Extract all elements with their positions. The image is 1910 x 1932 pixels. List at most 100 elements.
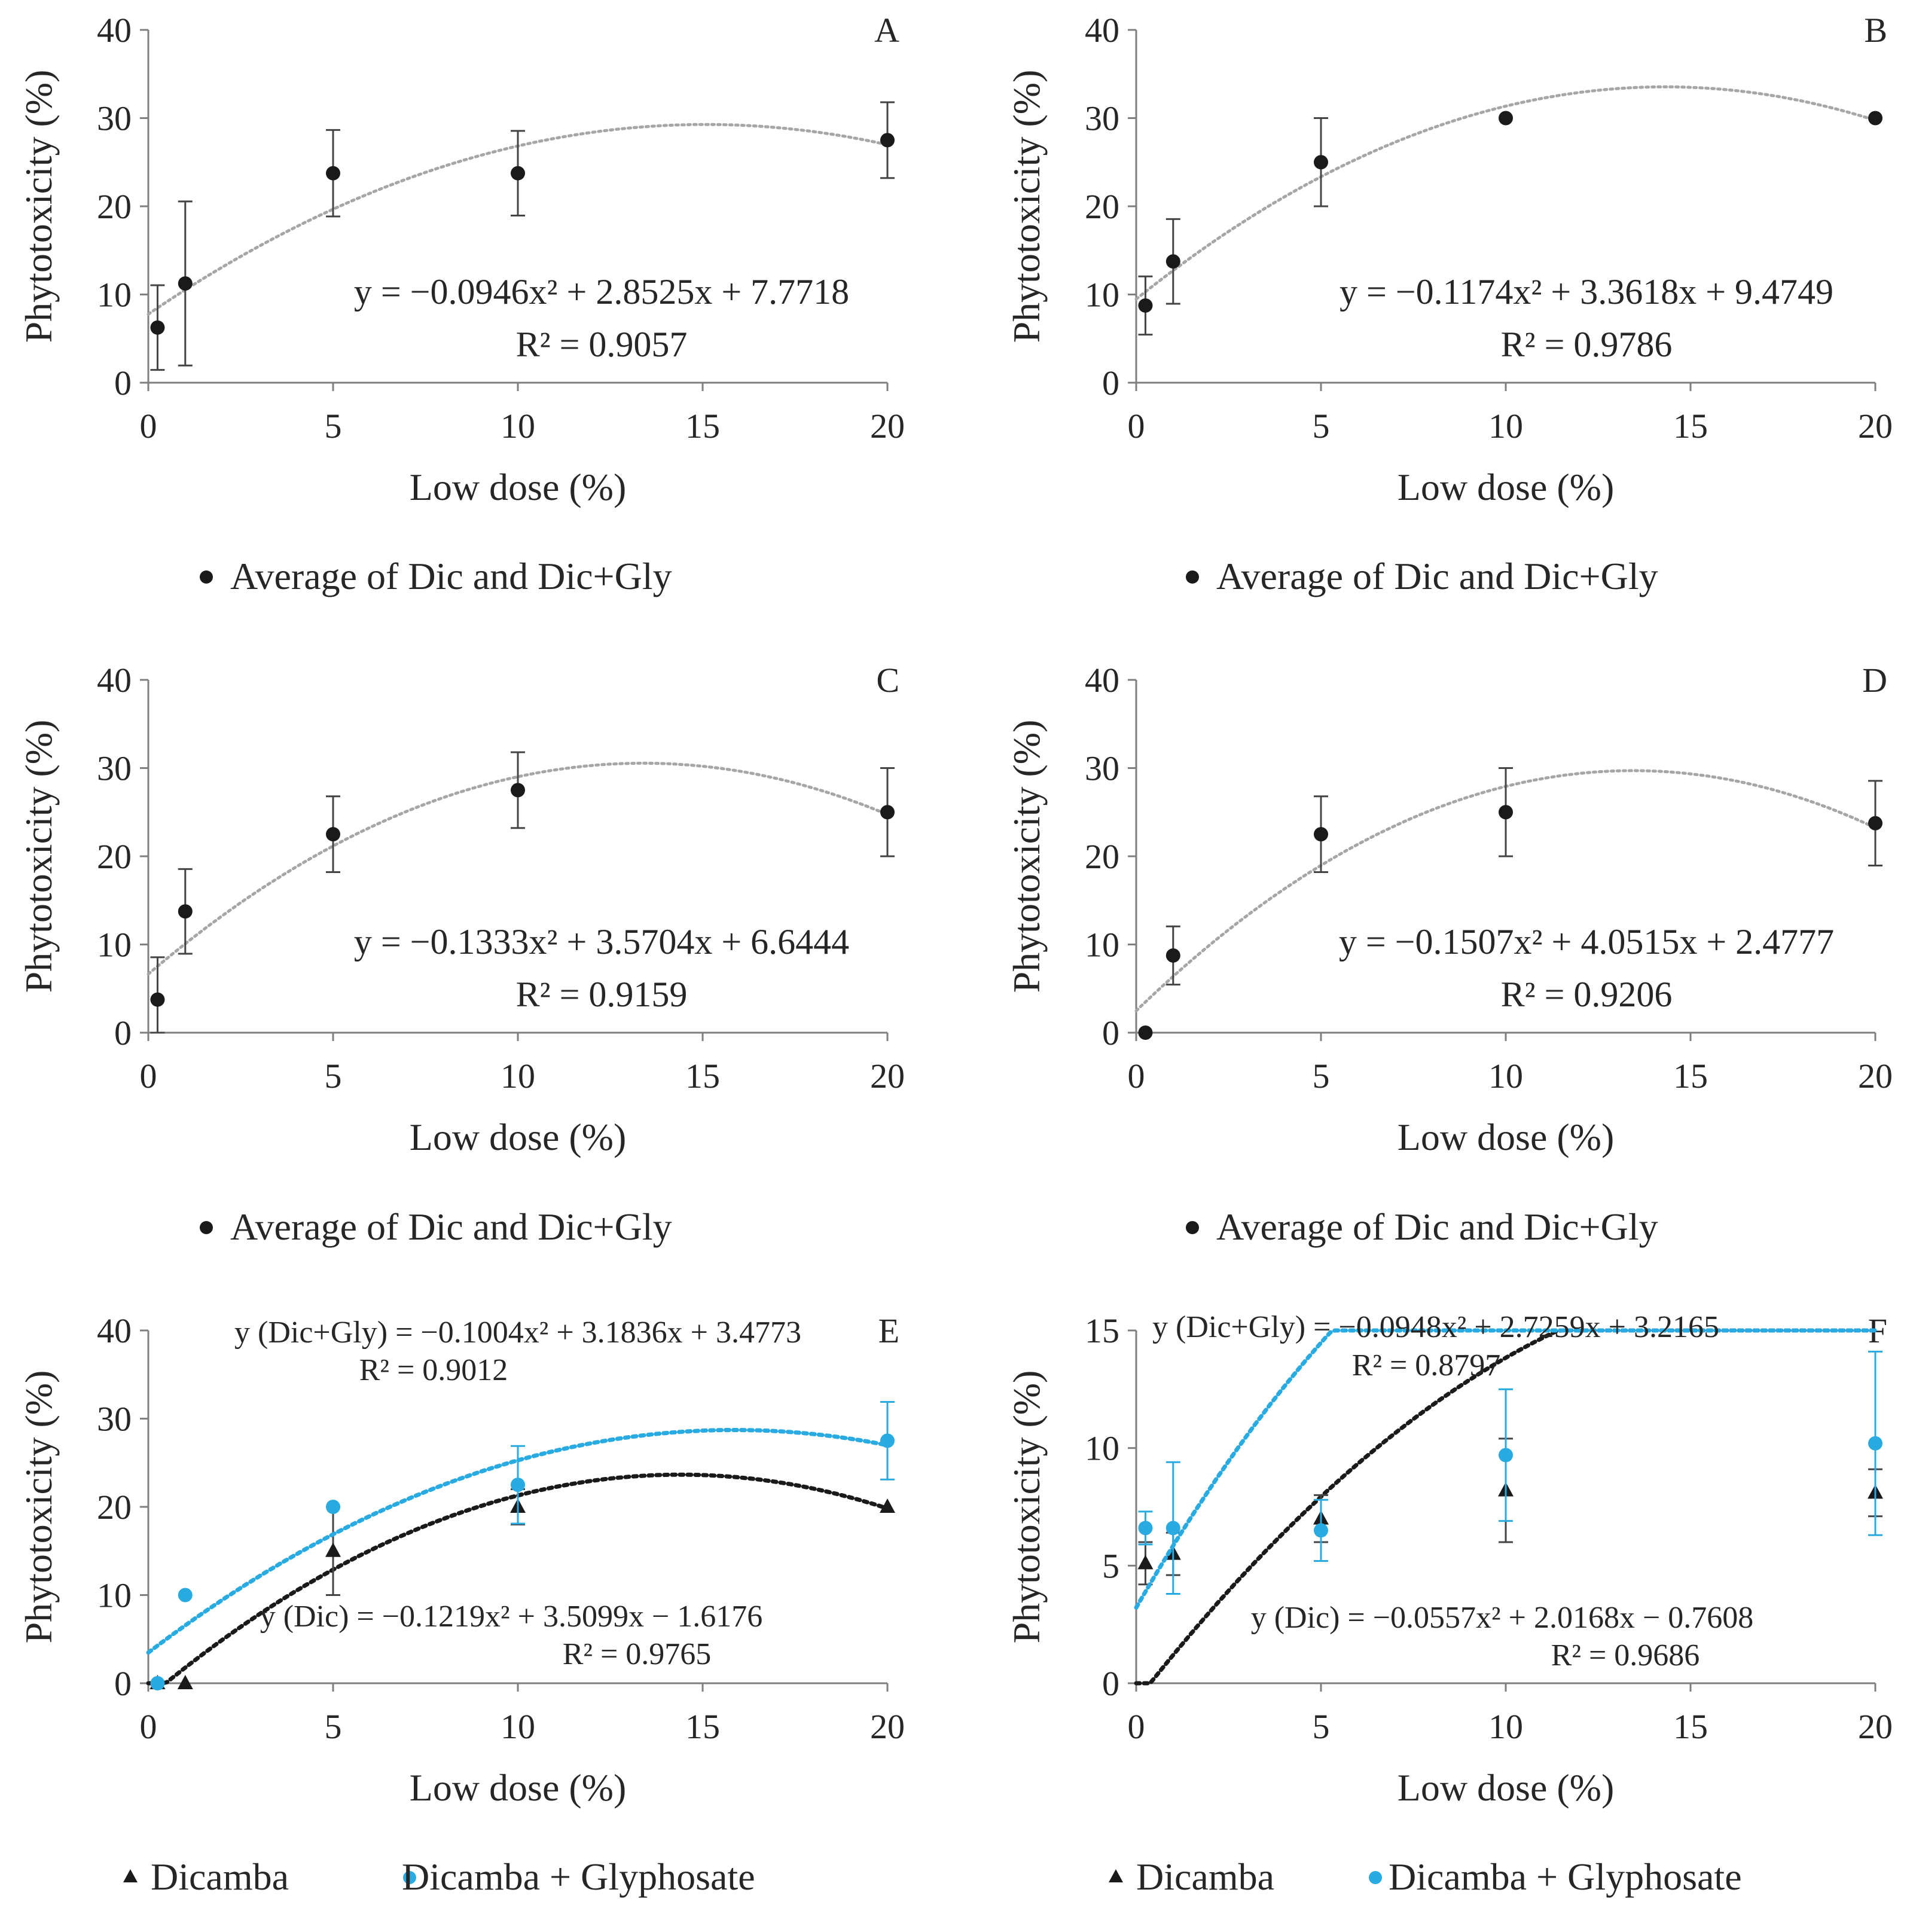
data-point — [1499, 111, 1513, 126]
y-tick-label: 40 — [97, 1311, 132, 1350]
data-point — [1137, 1555, 1154, 1570]
series-average-of-dic-and-dic-gly — [147, 751, 895, 1034]
data-point — [1138, 298, 1153, 313]
data-point — [177, 1675, 193, 1689]
panel-letter: A — [874, 11, 899, 50]
data-point — [325, 1542, 341, 1557]
y-tick-label: 0 — [114, 1664, 132, 1703]
legend: Average of Dic and Dic+Gly — [200, 555, 672, 597]
y-tick-label: 10 — [97, 926, 132, 965]
y-tick-label: 20 — [97, 1488, 132, 1527]
trendline-equation: y = −0.1333x² + 3.5704x + 6.6444 — [354, 922, 849, 962]
legend: Dicamba Dicamba + Glyphosate — [1109, 1855, 1742, 1898]
x-tick-label: 15 — [1673, 1057, 1708, 1095]
panel-letter: B — [1864, 11, 1887, 50]
data-point — [1138, 1521, 1153, 1536]
legend-marker — [1109, 1869, 1123, 1882]
y-tick-label: 5 — [1102, 1546, 1119, 1585]
data-point — [1165, 1521, 1180, 1536]
data-point — [880, 133, 895, 148]
y-tick-label: 0 — [114, 1014, 132, 1052]
x-tick-label: 5 — [1313, 1707, 1330, 1746]
data-point — [178, 1588, 193, 1603]
legend-label: Average of Dic and Dic+Gly — [1216, 555, 1658, 597]
y-tick-label: 30 — [97, 749, 132, 788]
legend-marker — [1186, 1221, 1199, 1234]
y-tick-label: 20 — [1085, 837, 1119, 876]
x-tick-label: 0 — [1128, 1057, 1145, 1095]
y-tick-label: 0 — [114, 364, 132, 402]
legend-marker — [123, 1869, 138, 1882]
data-point — [178, 904, 193, 919]
legend-marker — [403, 1871, 416, 1884]
y-axis-title: Phytotoxicity (%) — [1005, 720, 1048, 993]
y-tick-label: 30 — [97, 99, 132, 138]
y-tick-label: 20 — [1085, 187, 1119, 226]
x-tick-label: 10 — [501, 1057, 535, 1095]
series-average-of-dic-and-dic-gly — [147, 101, 895, 371]
y-tick-label: 0 — [1102, 1014, 1119, 1052]
r-squared-label: R² = 0.9786 — [1501, 325, 1673, 364]
trendline-equation: y (Dic+Gly) = −0.1004x² + 3.1836x + 3.47… — [234, 1316, 801, 1350]
y-tick-label: 0 — [1102, 364, 1119, 402]
data-point — [1314, 827, 1328, 842]
data-point — [1138, 1025, 1153, 1040]
data-point — [1868, 816, 1882, 831]
legend-label: Dicamba + Glyphosate — [402, 1855, 755, 1898]
y-axis-title: Phytotoxicity (%) — [1005, 1371, 1048, 1644]
x-tick-label: 0 — [140, 1707, 157, 1746]
x-axis-title: Low dose (%) — [1398, 1116, 1615, 1158]
trendline — [1134, 1328, 1878, 1610]
x-tick-label: 0 — [1128, 1707, 1145, 1746]
data-point — [326, 1500, 340, 1514]
x-tick-label: 5 — [325, 1707, 342, 1746]
x-tick-label: 15 — [685, 1707, 720, 1746]
x-tick-label: 20 — [1858, 407, 1893, 445]
series-dicamba-glyphosate — [1134, 1328, 1882, 1610]
chart-panel-a: 0 10 20 30 40 0 5 10 15 20 Low dose (%) Phytotoxici… — [17, 11, 905, 597]
legend: Average of Dic and Dic+Gly — [1186, 555, 1658, 597]
data-point — [880, 1433, 895, 1448]
data-point — [1165, 948, 1180, 963]
x-tick-label: 10 — [1488, 407, 1523, 445]
y-axis-title: Phytotoxicity (%) — [17, 70, 60, 343]
x-tick-label: 20 — [1858, 1707, 1893, 1746]
y-tick-label: 30 — [97, 1400, 132, 1439]
data-point — [511, 166, 525, 181]
x-tick-label: 20 — [870, 1707, 905, 1746]
y-tick-label: 30 — [1085, 749, 1119, 788]
x-tick-label: 5 — [1313, 1057, 1330, 1095]
trendline-equation: y (Dic) = −0.0557x² + 2.0168x − 0.7608 — [1251, 1601, 1754, 1635]
panel-letter: C — [876, 661, 899, 700]
x-axis-title: Low dose (%) — [1398, 466, 1615, 508]
r-squared-label: R² = 0.9012 — [359, 1353, 508, 1387]
r-squared-label: R² = 0.8797 — [1352, 1348, 1501, 1382]
y-tick-label: 10 — [1085, 1429, 1119, 1468]
x-tick-label: 20 — [870, 1057, 905, 1095]
y-tick-label: 10 — [97, 276, 132, 315]
y-tick-label: 10 — [97, 1576, 132, 1615]
trendline-equation: y = −0.1507x² + 4.0515x + 2.4777 — [1339, 922, 1834, 962]
legend-label: Average of Dic and Dic+Gly — [230, 1205, 672, 1248]
x-tick-label: 10 — [1488, 1707, 1523, 1746]
data-point — [326, 827, 340, 842]
y-tick-label: 15 — [1085, 1311, 1119, 1350]
trendline-equation: y = −0.1174x² + 3.3618x + 9.4749 — [1340, 272, 1833, 312]
legend-label: Average of Dic and Dic+Gly — [230, 555, 672, 597]
x-tick-label: 15 — [1673, 407, 1708, 445]
data-point — [150, 992, 165, 1007]
data-point — [150, 1676, 165, 1690]
legend: Dicamba Dicamba + Glyphosate — [123, 1855, 755, 1898]
y-tick-label: 0 — [1102, 1664, 1119, 1703]
data-point — [178, 276, 193, 291]
legend-label: Average of Dic and Dic+Gly — [1216, 1205, 1658, 1248]
x-tick-label: 0 — [140, 407, 157, 445]
r-squared-label: R² = 0.9765 — [563, 1637, 712, 1671]
r-squared-label: R² = 0.9686 — [1551, 1638, 1700, 1672]
legend: Average of Dic and Dic+Gly — [200, 1205, 672, 1248]
data-point — [1499, 1448, 1513, 1463]
data-point — [880, 805, 895, 820]
data-point — [511, 1478, 525, 1493]
data-point — [511, 783, 525, 798]
